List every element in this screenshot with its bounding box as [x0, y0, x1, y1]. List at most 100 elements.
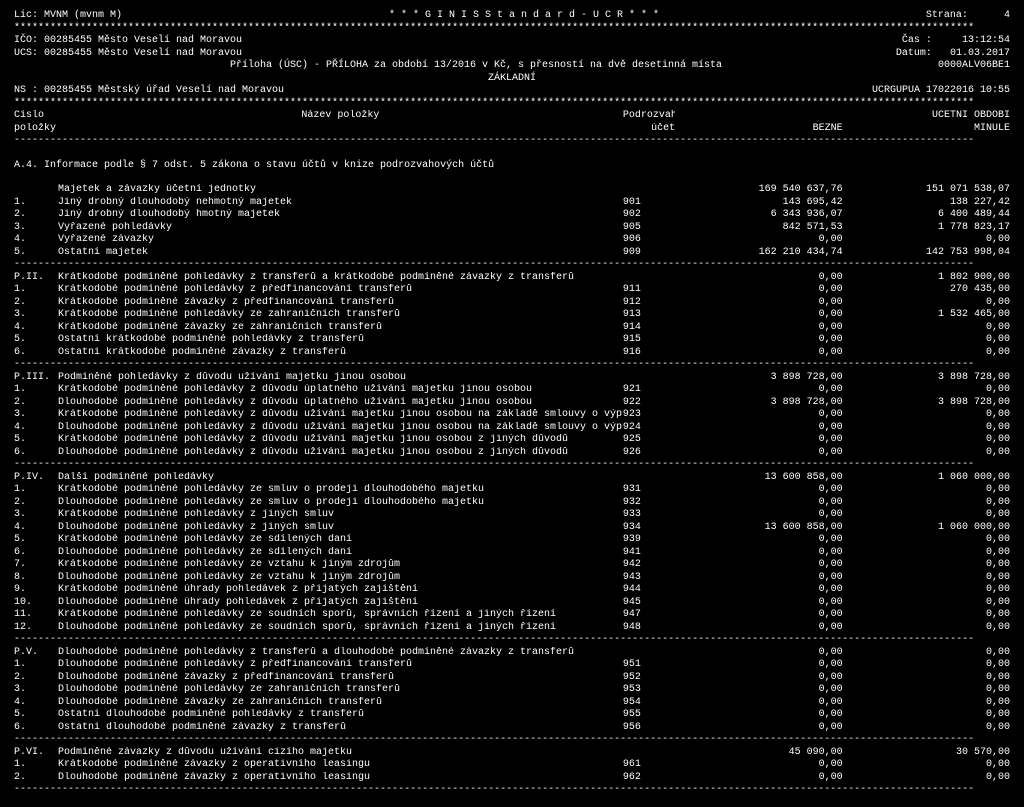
row-minule: 0,00 — [843, 534, 1010, 547]
row-desc: Jiný drobný dlouhodobý hmotný majetek — [58, 209, 623, 222]
row-sec: P.V. — [14, 647, 58, 660]
row-desc: Jiný drobný dlouhodobý nehmotný majetek — [58, 197, 623, 210]
col-polozky: položky — [14, 123, 58, 136]
row-desc: Krátkodobé podmíněné pohledávky ze vztah… — [58, 559, 623, 572]
table-row: 4.Vyřazené závazky9060,000,00 — [14, 234, 1010, 247]
row-minule: 0,00 — [843, 422, 1010, 435]
ns: NS : 00285455 Městský úřad Veselí nad Mo… — [14, 85, 284, 98]
row-sec: 1. — [14, 197, 58, 210]
table-row: 2.Dlouhodobé podmíněné závazky z operati… — [14, 772, 1010, 785]
row-desc: Vyřazené závazky — [58, 234, 623, 247]
page-number: 4 — [1004, 10, 1010, 21]
row-bezne: 0,00 — [675, 422, 842, 435]
dash-sep: ----------------------------------------… — [14, 784, 1010, 797]
row-desc: Dlouhodobé podmíněné pohledávky ze sdíle… — [58, 547, 623, 560]
row-desc: Krátkodobé podmíněné pohledávky z předfi… — [58, 284, 623, 297]
row-sec: P.III. — [14, 372, 58, 385]
row-acct: 926 — [623, 447, 675, 460]
row-bezne: 162 210 434,74 — [675, 247, 842, 260]
row-bezne: 0,00 — [675, 659, 842, 672]
row-sec: 4. — [14, 234, 58, 247]
dash-sep: ----------------------------------------… — [14, 734, 1010, 747]
row-bezne: 0,00 — [675, 559, 842, 572]
row-desc: Dlouhodobé podmíněné pohledávky ze vztah… — [58, 572, 623, 585]
row-acct: 925 — [623, 434, 675, 447]
row-desc: Ostatní dlouhodobé podmíněné závazky z t… — [58, 722, 623, 735]
row-desc: Podmíněné závazky z důvodu užívání cizíh… — [58, 747, 623, 760]
row-acct: 962 — [623, 772, 675, 785]
row-sec: 1. — [14, 484, 58, 497]
time-value: 13:12:54 — [962, 35, 1010, 46]
report-sub: ZÁKLADNÍ — [14, 73, 1010, 86]
row-acct: 942 — [623, 559, 675, 572]
row-bezne: 0,00 — [675, 284, 842, 297]
row-bezne: 0,00 — [675, 309, 842, 322]
row-bezne: 0,00 — [675, 572, 842, 585]
date: Datum: 01.03.2017 — [896, 48, 1010, 61]
row-sec: 2. — [14, 297, 58, 310]
row-acct: 939 — [623, 534, 675, 547]
row-minule: 0,00 — [843, 772, 1010, 785]
row-sec: 3. — [14, 309, 58, 322]
row-desc: Dlouhodobé podmíněné pohledávky z důvodu… — [58, 422, 623, 435]
row-desc: Dlouhodobé podmíněné závazky ze zahranič… — [58, 697, 623, 710]
row-desc: Ostatní majetek — [58, 247, 623, 260]
row-desc: Majetek a závazky účetní jednotky — [58, 184, 623, 197]
row-sec: 2. — [14, 397, 58, 410]
row-bezne: 0,00 — [675, 297, 842, 310]
row-desc: Krátkodobé podmíněné závazky z operativn… — [58, 759, 623, 772]
row-sec: 12. — [14, 622, 58, 635]
row-acct: 933 — [623, 509, 675, 522]
row-minule: 0,00 — [843, 434, 1010, 447]
row-desc: Krátkodobé podmíněné pohledávky ze soudn… — [58, 609, 623, 622]
row-acct — [623, 184, 675, 197]
section-header-row: P.IV.Další podmíněné pohledávky13 600 85… — [14, 472, 1010, 485]
time: Čas : 13:12:54 — [902, 35, 1010, 48]
row-bezne: 0,00 — [675, 272, 842, 285]
row-acct — [623, 272, 675, 285]
page-label: Strana: — [926, 10, 968, 21]
section-header-row: P.III.Podmíněné pohledávky z důvodu užív… — [14, 372, 1010, 385]
row-sec — [14, 184, 58, 197]
section-table: P.V.Dlouhodobé podmíněné pohledávky z tr… — [14, 647, 1010, 735]
row-sec: 4. — [14, 322, 58, 335]
row-acct: 947 — [623, 609, 675, 622]
row-minule: 0,00 — [843, 322, 1010, 335]
row-desc: Dlouhodobé podmíněné pohledávky z předfi… — [58, 659, 623, 672]
row-sec: 1. — [14, 659, 58, 672]
section-header-row: P.VI.Podmíněné závazky z důvodu užívání … — [14, 747, 1010, 760]
row-minule: 0,00 — [843, 647, 1010, 660]
row-sec: 4. — [14, 522, 58, 535]
row-sec: 3. — [14, 222, 58, 235]
row-minule: 0,00 — [843, 709, 1010, 722]
row-minule: 0,00 — [843, 234, 1010, 247]
row-minule: 0,00 — [843, 559, 1010, 572]
row-minule: 0,00 — [843, 347, 1010, 360]
table-row: 1.Krátkodobé podmíněné závazky z operati… — [14, 759, 1010, 772]
table-row: 2.Dlouhodobé podmíněné pohledávky ze sml… — [14, 497, 1010, 510]
row-minule: 0,00 — [843, 509, 1010, 522]
row-acct: 932 — [623, 497, 675, 510]
row-sec: 8. — [14, 572, 58, 585]
row-acct: 934 — [623, 522, 675, 535]
ucrg: UCRGUPUA 17022016 10:55 — [872, 85, 1010, 98]
row-minule: 1 060 000,00 — [843, 522, 1010, 535]
row-bezne: 0,00 — [675, 697, 842, 710]
row-sec: 6. — [14, 722, 58, 735]
table-row: 4.Dlouhodobé podmíněné pohledávky z jiný… — [14, 522, 1010, 535]
row-minule: 0,00 — [843, 684, 1010, 697]
row-bezne: 169 540 637,76 — [675, 184, 842, 197]
table-row: 9.Krátkodobé podmíněné úhrady pohledávek… — [14, 584, 1010, 597]
col-ucetni2: ÚČETNÍ OBDOBÍ — [843, 110, 1010, 123]
row-sec: 5. — [14, 334, 58, 347]
section-table: P.II.Krátkodobé podmíněné pohledávky z t… — [14, 272, 1010, 360]
row-minule: 0,00 — [843, 572, 1010, 585]
row-sec: 3. — [14, 509, 58, 522]
table-row: 5.Ostatní krátkodobé podmíněné pohledávk… — [14, 334, 1010, 347]
row-minule: 138 227,42 — [843, 197, 1010, 210]
table-row: 2.Dlouhodobé podmíněné závazky z předfin… — [14, 672, 1010, 685]
dash-sep: ----------------------------------------… — [14, 135, 1010, 148]
section-header-row: Majetek a závazky účetní jednotky 169 540… — [14, 184, 1010, 197]
row-bezne: 0,00 — [675, 497, 842, 510]
table-row: 10.Dlouhodobé podmíněné úhrady pohledáve… — [14, 597, 1010, 610]
